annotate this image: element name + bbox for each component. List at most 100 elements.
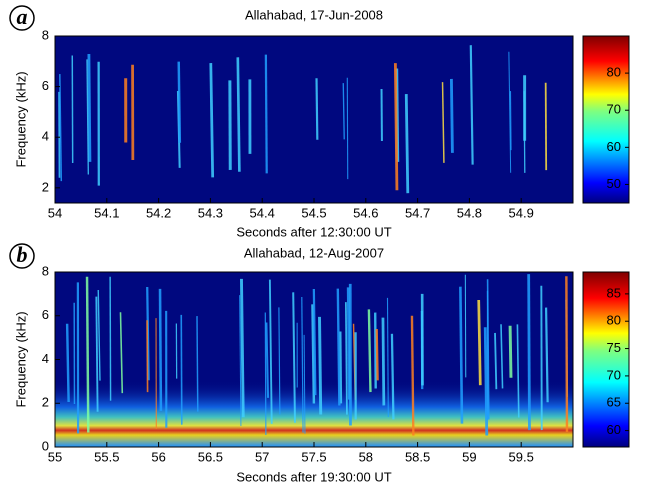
- y-tick-label: 8: [42, 263, 49, 278]
- y-tick-label: 2: [42, 179, 49, 194]
- colorbar-tick-label: 70: [607, 367, 621, 382]
- colorbar-tick-label: 60: [607, 139, 621, 154]
- colorbar-tick-label: 50: [607, 176, 621, 191]
- sferic-streak: [469, 45, 474, 165]
- sferic-streak: [177, 61, 182, 143]
- x-tick-label: 54.5: [301, 205, 326, 220]
- sferic-streak: [339, 331, 343, 404]
- sferic-streak: [346, 287, 351, 400]
- sferic-streak: [318, 316, 323, 415]
- x-tick-label: 59: [462, 449, 476, 464]
- x-tick-label: 54.6: [353, 205, 378, 220]
- sferic-streak: [209, 63, 215, 178]
- sferic-streak: [236, 57, 241, 172]
- sferic-streak: [483, 327, 489, 436]
- y-tick-label: 6: [42, 78, 49, 93]
- y-tick-label: 8: [42, 27, 49, 42]
- sferic-streak: [239, 295, 242, 426]
- colorbar-tick-label: 75: [607, 340, 621, 355]
- sferic-streak: [85, 276, 90, 433]
- sferic-streak: [268, 279, 273, 424]
- sferic-streak: [509, 91, 512, 151]
- sferic-streak: [494, 332, 498, 390]
- colorbar-tick-label: 65: [607, 395, 621, 410]
- sferic-streak: [65, 323, 70, 403]
- sferic-streak: [311, 304, 316, 404]
- sferic-streak: [500, 324, 504, 389]
- plot-background: [55, 36, 573, 203]
- sferic-streak: [477, 300, 482, 386]
- sferic-streak: [264, 312, 267, 436]
- x-tick-label: 55.5: [94, 449, 119, 464]
- x-tick-label: 55: [48, 449, 62, 464]
- sferic-streak: [390, 333, 395, 420]
- sferic-streak: [292, 292, 296, 423]
- sferic-streak: [381, 317, 386, 406]
- sferic-streak: [312, 288, 317, 396]
- chart-title: Allahabad, 12-Aug-2007: [244, 245, 384, 260]
- sferic-streak: [87, 53, 92, 162]
- sferic-streak: [265, 322, 270, 398]
- y-tick-label: 6: [42, 307, 49, 322]
- sferic-streak: [404, 94, 410, 194]
- sferic-streak: [386, 297, 389, 417]
- sferic-streak: [459, 286, 464, 424]
- x-tick-label: 56: [151, 449, 165, 464]
- y-tick-label: 0: [42, 438, 49, 453]
- colorbar: [582, 271, 630, 448]
- sferic-streak: [264, 54, 268, 174]
- x-axis-label: Seconds after 19:30:00 UT: [236, 469, 391, 484]
- sferic-streak: [410, 315, 415, 436]
- sferic-streak: [240, 278, 245, 418]
- x-axis-label: Seconds after 12:30:00 UT: [236, 224, 391, 239]
- x-tick-label: 58.5: [405, 449, 430, 464]
- sferic-streak: [97, 290, 101, 381]
- colorbar-tick-label: 85: [607, 285, 621, 300]
- sferic-streak: [344, 302, 348, 415]
- panel-label: b: [17, 242, 28, 267]
- spectrogram-texture: [55, 274, 573, 447]
- sferic-streak: [119, 312, 124, 394]
- y-tick-label: 2: [42, 395, 49, 410]
- sferic-streak: [303, 334, 306, 434]
- y-axis-label: Frequency (kHz): [13, 71, 28, 167]
- sferic-streak: [158, 288, 163, 411]
- x-tick-label: 54.7: [405, 205, 430, 220]
- sferic-streak: [196, 316, 199, 412]
- sferic-streak: [59, 74, 63, 182]
- panel-label-circle: [9, 5, 35, 31]
- x-tick-label: 54.4: [250, 205, 275, 220]
- sferic-streak: [527, 274, 531, 431]
- sferic-streak: [95, 296, 99, 412]
- spectrogram-texture: [58, 45, 548, 194]
- sferic-streak: [486, 279, 490, 420]
- x-tick-label: 59.5: [509, 449, 534, 464]
- panel-label-circle: [9, 243, 35, 269]
- panel-label: a: [17, 4, 28, 29]
- sferic-streak: [336, 288, 341, 406]
- x-tick-label: 58: [359, 449, 373, 464]
- colorbar-tick-label: 80: [607, 313, 621, 328]
- sferic-streak: [301, 297, 304, 433]
- colorbar-tick-label: 70: [607, 102, 621, 117]
- y-tick-label: 4: [42, 351, 49, 366]
- sferic-streak: [508, 51, 512, 173]
- x-tick-label: 57: [255, 449, 269, 464]
- sferic-streak: [342, 83, 345, 140]
- sferic-streak: [516, 324, 520, 418]
- colorbar-tick-label: 80: [607, 65, 621, 80]
- x-tick-label: 54.9: [509, 205, 534, 220]
- sferic-streak: [449, 78, 454, 153]
- x-tick-label: 56.5: [198, 449, 223, 464]
- sferic-streak: [441, 82, 445, 163]
- x-tick-label: 54.8: [457, 205, 482, 220]
- colorbar-tick-label: 60: [607, 422, 621, 437]
- sferic-streak: [367, 309, 372, 393]
- sferic-streak: [508, 325, 513, 378]
- x-tick-label: 54.3: [198, 205, 223, 220]
- chart-title: Allahabad, 17-Jun-2008: [245, 7, 383, 22]
- colorbar: [582, 35, 630, 204]
- sferic-streak: [278, 307, 281, 415]
- y-axis-label: Frequency (kHz): [13, 311, 28, 407]
